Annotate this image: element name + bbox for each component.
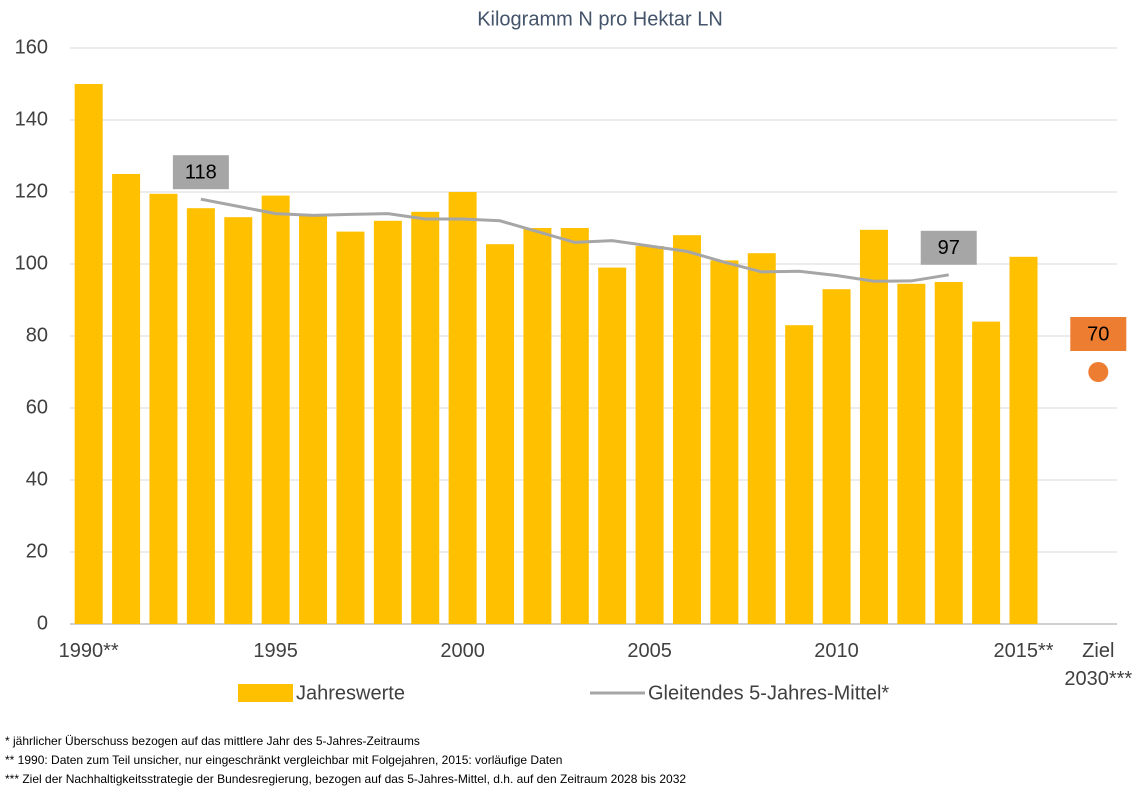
y-tick-label: 140 (15, 108, 48, 130)
label-box (172, 155, 229, 190)
bar (822, 289, 851, 624)
legend-swatch (238, 684, 293, 702)
bar (261, 195, 290, 624)
label-box (1070, 317, 1127, 351)
bar (859, 229, 888, 625)
y-tick-label: 40 (26, 468, 48, 490)
label-box (920, 230, 977, 265)
x-tick-label: 2010 (814, 640, 859, 662)
x-tick-label: 2000 (440, 640, 485, 662)
bar (972, 321, 1001, 624)
bar (897, 283, 926, 624)
x-tick-label: 1990** (58, 640, 119, 662)
footnote: ** 1990: Daten zum Teil unsicher, nur ei… (5, 753, 563, 767)
y-tick-label: 20 (26, 540, 48, 562)
bar (1009, 256, 1038, 624)
x-tick-label: 2015** (993, 640, 1054, 662)
bar (186, 208, 215, 624)
data-label: 118 (185, 161, 217, 183)
bar (672, 235, 701, 624)
x-tick-label: 2005 (627, 640, 672, 662)
bar (299, 215, 328, 624)
data-label: 70 (1087, 323, 1109, 345)
bar (560, 228, 589, 624)
line (200, 197, 949, 283)
bar (598, 267, 627, 624)
bar (74, 84, 103, 624)
y-tick-label: 120 (15, 180, 48, 202)
bar (785, 325, 814, 624)
bar (373, 220, 402, 625)
y-tick-label: 80 (26, 324, 48, 346)
bar (747, 253, 776, 624)
bar (635, 246, 664, 624)
y-tick-label: 160 (15, 36, 48, 58)
bar (934, 282, 963, 624)
bar (523, 228, 552, 624)
bar (336, 231, 365, 624)
bar (411, 211, 440, 625)
bar (486, 244, 515, 624)
y-tick-label: 100 (15, 252, 48, 274)
y-tick-label: 0 (37, 612, 48, 634)
legend-label: Gleitendes 5-Jahres-Mittel* (648, 682, 889, 704)
target-point (1088, 362, 1109, 382)
bar (710, 260, 739, 624)
legend-label: Jahreswerte (296, 682, 405, 704)
footnote: *** Ziel der Nachhaltigkeitsstrategie de… (5, 772, 687, 786)
chart-title: Kilogramm N pro Hektar LN (477, 8, 723, 30)
bar (149, 193, 178, 625)
x-tick-label: 1995 (253, 640, 298, 662)
x-tick-label: Ziel 2030*** (1064, 640, 1133, 690)
bar (112, 174, 141, 624)
data-label: 97 (938, 237, 960, 259)
bar (224, 217, 253, 624)
footnote: * jährlicher Überschuss bezogen auf das … (5, 734, 420, 748)
y-tick-label: 60 (26, 396, 48, 418)
bar (448, 192, 477, 624)
